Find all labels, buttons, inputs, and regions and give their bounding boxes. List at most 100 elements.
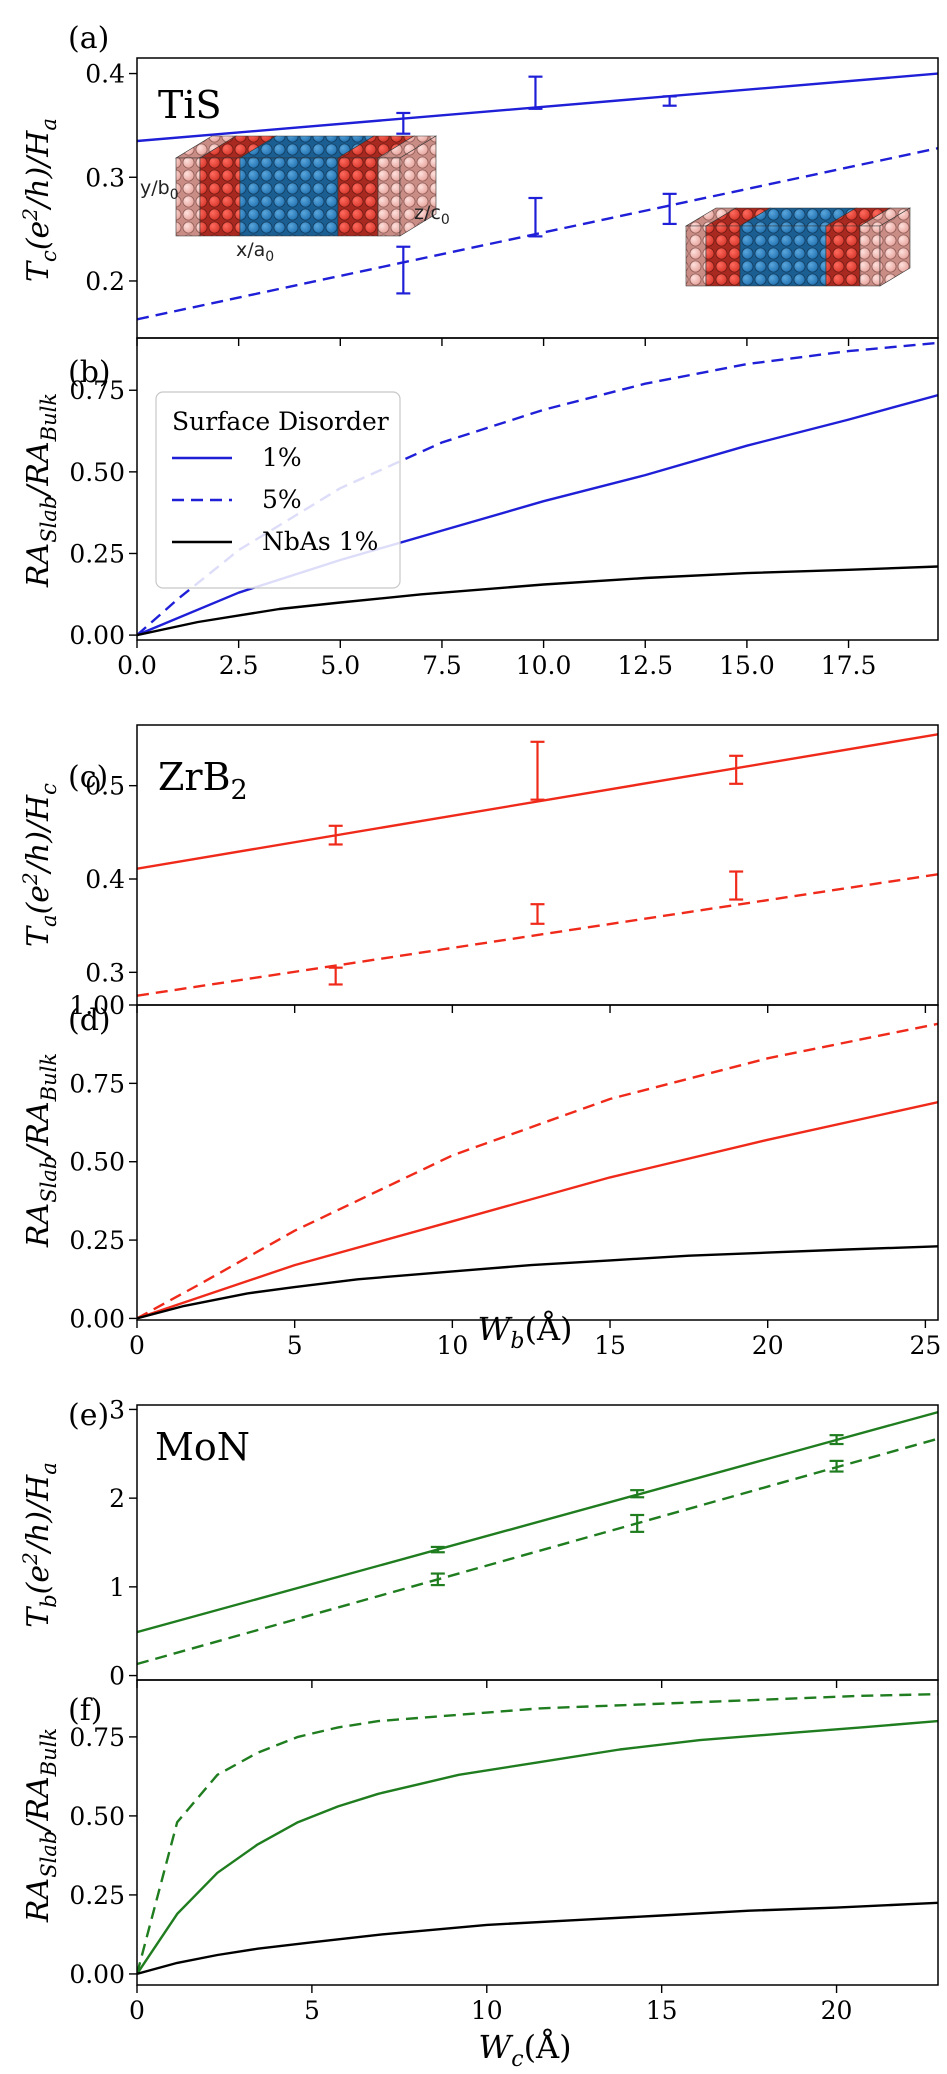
plot-area [137, 1410, 938, 1666]
x-tick-label: 12.5 [617, 651, 673, 680]
y-tick-label: 0.25 [69, 1881, 125, 1910]
material-label: MoN [155, 1425, 250, 1469]
y-axis-label: Tc(e2/h)/Ha [18, 118, 61, 282]
x-tick-label: 10 [471, 1996, 503, 2025]
x-tick-label: 15 [594, 1331, 626, 1360]
x-axis-label: Wb(Å) [477, 1310, 572, 1354]
panel-label: (b) [68, 355, 111, 390]
y-tick-label: 0.3 [85, 163, 125, 192]
x-tick-label: 2.5 [219, 651, 259, 680]
slab-front [825, 225, 861, 287]
y-tick-label: 0.75 [69, 1069, 125, 1098]
x-tick-label: 5.0 [320, 651, 360, 680]
inset-slab-right [684, 207, 912, 287]
y-axis-label: Tb(e2/h)/Ha [18, 1462, 61, 1628]
slab-side [879, 207, 911, 287]
x-tick-label: 15.0 [719, 651, 775, 680]
y-axis-label: RASlab/RABulk [21, 1053, 61, 1248]
series-line-solid [137, 1719, 938, 1975]
slab-front [859, 225, 881, 287]
series-line-dashed [137, 341, 938, 636]
x-axis-label: Wc(Å) [478, 2028, 571, 2072]
y-tick-label: 0 [109, 1662, 125, 1691]
panel-label: (e) [68, 1398, 109, 1433]
x-tick-label: 17.5 [821, 651, 877, 680]
series-line-solid [137, 72, 938, 143]
y-tick-label: 0.3 [85, 958, 125, 987]
series-line-solid-black [137, 1901, 938, 1976]
x-tick-label: 20 [752, 1331, 784, 1360]
legend-entry: 5% [262, 485, 302, 514]
inset-label-y: y/b0 [140, 177, 179, 203]
y-tick-label: 0.50 [69, 1802, 125, 1831]
series-line-dashed [137, 147, 938, 321]
panel-label: (a) [68, 21, 109, 56]
slab-front [175, 157, 201, 237]
slab-front [705, 225, 741, 287]
inset-label-z: z/c0 [414, 202, 450, 228]
slab-front [239, 157, 339, 237]
legend-box [155, 391, 401, 589]
panel-label: (c) [68, 760, 108, 795]
y-tick-label: 0.25 [69, 1226, 125, 1255]
panel-f: 0.00 0.25 0.50 0.75 0 5 10 15 20 (f)RASlab/RABulk… [21, 1679, 939, 2072]
panel-b: 0.00 0.25 0.50 0.75 0.0 2.5 5.0 7.5 10.0 12.5 15.0… [21, 337, 939, 680]
x-tick-label: 5 [287, 1331, 303, 1360]
axes-frame [136, 1004, 939, 1321]
y-axis-label: RASlab/RABulk [21, 1728, 61, 1923]
panel-d: 0.00 0.25 0.50 0.75 1.00 0 5 10 15 20 25 (d)RASlab/… [21, 991, 941, 1360]
y-tick-label: 0.5 [85, 772, 125, 801]
x-tick-label: 7.5 [422, 651, 462, 680]
y-tick-label: 0.00 [69, 1960, 125, 1989]
panel-e: 0 1 2 3(e) MoN Tb(e2/h)/Ha [18, 1395, 939, 1691]
material-label: TiS [158, 83, 222, 127]
inset-label-x: x/a0 [236, 239, 274, 265]
axes-frame [136, 337, 939, 641]
slab-front [685, 225, 707, 287]
y-tick-label: 2 [109, 1484, 125, 1513]
y-tick-label: 0.2 [85, 267, 125, 296]
x-tick-label: 10.0 [516, 651, 572, 680]
panel-c: 0.3 0.4 0.5(c) ZrB2 Ta(e2/h)/Hc [18, 724, 939, 1013]
legend-entry: NbAs 1% [262, 527, 378, 556]
series-line-dashed [137, 1022, 938, 1320]
panel-label: (f) [68, 1693, 103, 1728]
material-label: ZrB2 [158, 755, 248, 806]
plot-area [137, 733, 938, 997]
x-tick-label: 0.0 [117, 651, 157, 680]
y-tick-label: 1.00 [69, 991, 125, 1020]
x-tick-label: 0 [129, 1996, 145, 2025]
y-axis-label: Ta(e2/h)/Hc [18, 783, 61, 947]
x-tick-label: 15 [646, 1996, 678, 2025]
slab-front [337, 157, 379, 237]
legend-title: Surface Disorder [172, 407, 389, 436]
series-line-solid [137, 733, 938, 870]
y-tick-label: 1 [109, 1573, 125, 1602]
series-line-solid-black [137, 1245, 938, 1320]
plot-area [137, 1693, 938, 1976]
plot-area [137, 72, 938, 321]
x-tick-label: 10 [436, 1331, 468, 1360]
y-tick-label: 3 [109, 1395, 125, 1424]
x-tick-label: 25 [909, 1331, 941, 1360]
y-tick-label: 0.4 [85, 865, 125, 894]
series-line-solid-black [137, 565, 938, 637]
x-tick-label: 5 [304, 1996, 320, 2025]
slab-front [739, 225, 827, 287]
y-tick-label: 0.4 [85, 60, 125, 89]
series-line-dashed [137, 1437, 938, 1666]
series-line-dashed [137, 873, 938, 997]
y-tick-label: 0.00 [69, 621, 125, 650]
slab-side [399, 135, 437, 237]
x-tick-label: 0 [129, 1331, 145, 1360]
slab-front [377, 157, 401, 237]
x-tick-label: 20 [821, 1996, 853, 2025]
legend-entry: 1% [262, 443, 302, 472]
y-tick-label: 0.50 [69, 1148, 125, 1177]
panel-label: (d) [68, 1003, 111, 1038]
y-tick-label: 0.75 [69, 376, 125, 405]
series-line-solid [137, 1101, 938, 1320]
inset-slab-left [174, 135, 438, 237]
plot-area [137, 1022, 938, 1320]
